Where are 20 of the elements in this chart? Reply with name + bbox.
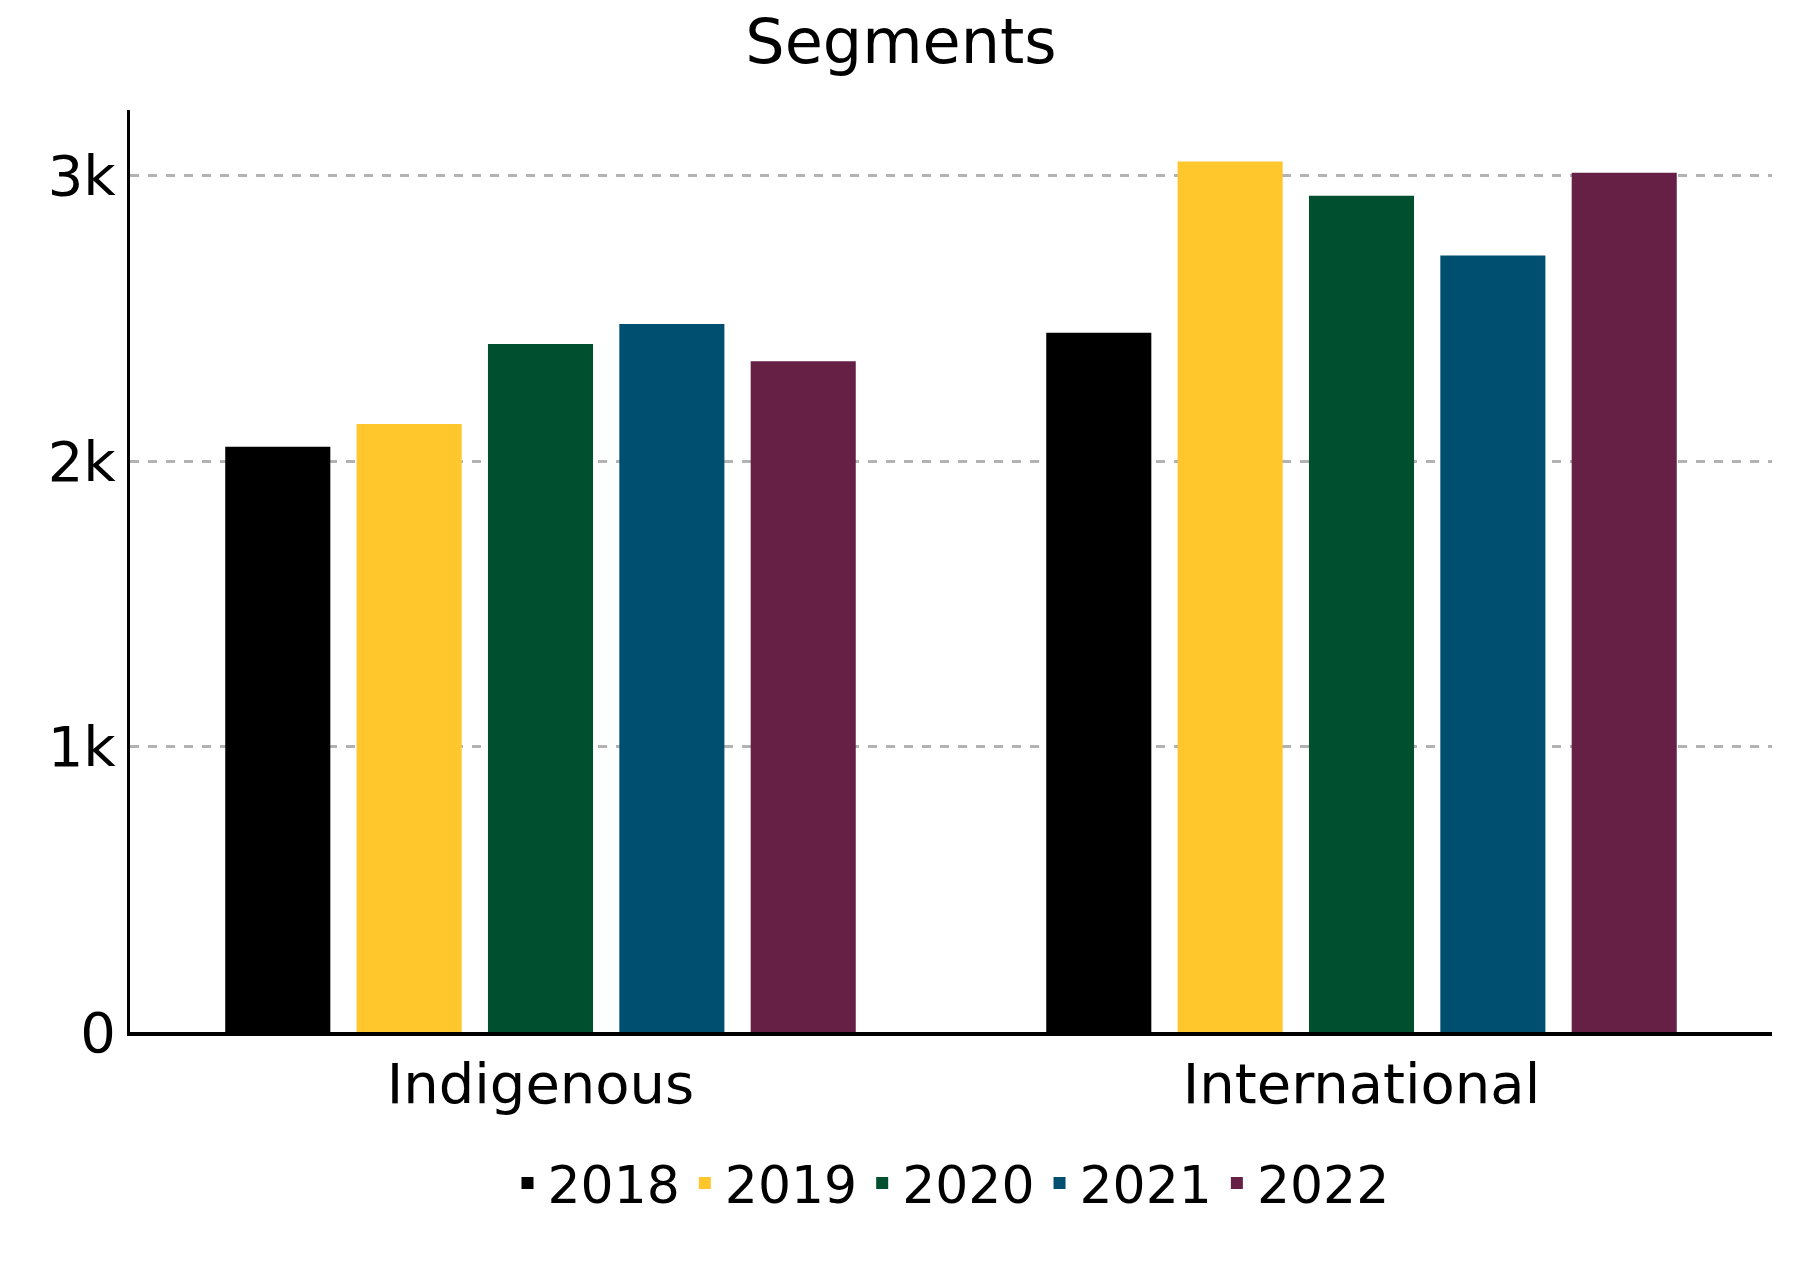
bar <box>356 423 462 1032</box>
legend-label: 2019 <box>724 1155 858 1216</box>
chart-title: Segments <box>745 4 1057 78</box>
legend-label: 2021 <box>1079 1155 1212 1216</box>
bar <box>619 324 725 1032</box>
bar <box>1440 255 1546 1032</box>
bar <box>750 361 856 1032</box>
y-tick-label: 2k <box>47 428 117 494</box>
y-tick-label: 3k <box>47 143 117 209</box>
bar <box>1571 172 1677 1032</box>
x-tick-label: International <box>1182 1051 1541 1117</box>
bar <box>1177 161 1283 1032</box>
bar <box>1308 195 1415 1032</box>
legend-label: 2020 <box>902 1155 1035 1216</box>
legend-label: 2018 <box>547 1155 680 1216</box>
y-tick-label: 1k <box>47 714 117 780</box>
legend-label: 2022 <box>1256 1155 1390 1216</box>
bar <box>487 344 594 1032</box>
y-tick-label: 0 <box>80 999 116 1065</box>
x-tick-label: Indigenous <box>386 1051 695 1117</box>
